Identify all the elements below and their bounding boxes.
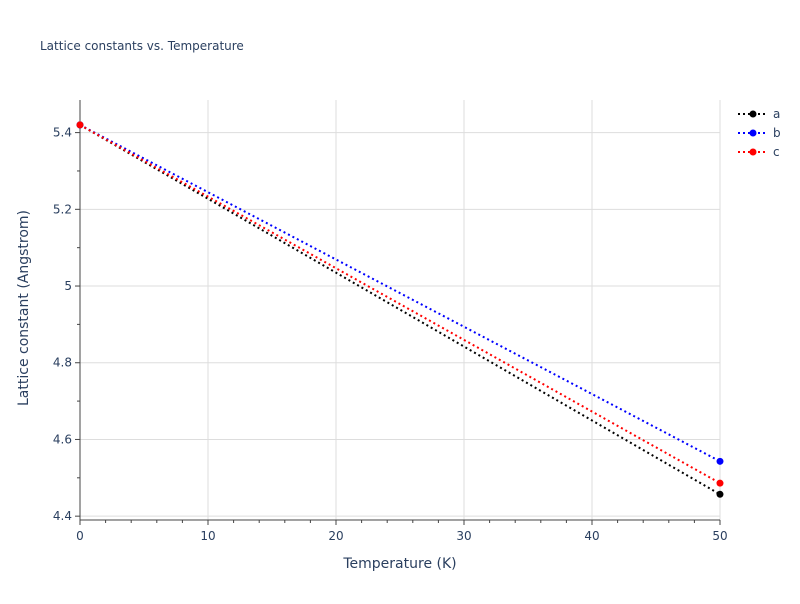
legend-marker-a: [749, 110, 757, 118]
legend-label-b: b: [773, 126, 781, 140]
x-tick-label: 0: [76, 529, 84, 543]
legend-label-a: a: [773, 107, 780, 121]
series-line-a: [79, 124, 721, 496]
x-tick-label: 40: [584, 529, 599, 543]
x-tick-label: 10: [200, 529, 215, 543]
y-tick-label: 4.4: [53, 509, 72, 523]
axes: 0 10 20 30 40 50 4.4 4.6 4.8 5 5.2 5.4: [53, 100, 728, 543]
x-tick-label: 20: [328, 529, 343, 543]
data-point-c: [716, 479, 724, 487]
data-point-b: [716, 457, 724, 465]
y-tick-label: 5.4: [53, 126, 72, 140]
grid: [80, 100, 721, 520]
legend: abc: [738, 107, 781, 159]
y-axis-label: Lattice constant (Angstrom): [16, 210, 32, 406]
series-line-b: [79, 124, 721, 463]
chart-title: Lattice constants vs. Temperature: [40, 39, 244, 53]
y-tick-label: 5: [64, 279, 72, 293]
x-tick-label: 30: [456, 529, 471, 543]
x-axis-label: Temperature (K): [342, 556, 456, 572]
data-point-c: [76, 121, 84, 129]
y-tick-label: 5.2: [53, 202, 72, 216]
data-point-a: [716, 490, 724, 498]
legend-marker-b: [749, 129, 757, 137]
series-line-c: [79, 124, 721, 485]
legend-label-c: c: [773, 145, 780, 159]
legend-marker-c: [749, 148, 757, 156]
y-tick-label: 4.8: [53, 356, 72, 370]
series-group: [76, 121, 724, 498]
x-tick-label: 50: [712, 529, 727, 543]
y-tick-label: 4.6: [53, 432, 72, 446]
